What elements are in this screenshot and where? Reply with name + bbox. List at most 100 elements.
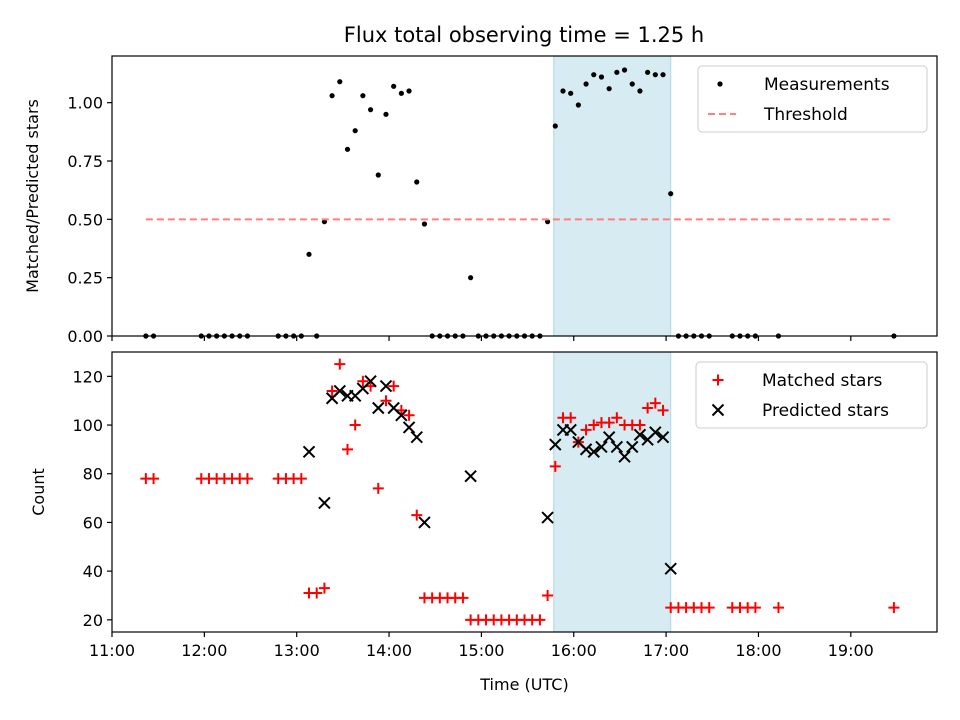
data-point — [668, 191, 674, 197]
data-point — [652, 72, 658, 78]
data-point — [302, 445, 316, 459]
x-tick-label: 14:00 — [366, 641, 412, 660]
data-point — [403, 409, 415, 421]
data-point — [583, 81, 589, 87]
data-point — [611, 412, 623, 424]
data-point — [357, 375, 369, 387]
data-point — [549, 438, 562, 451]
data-point — [457, 592, 469, 604]
legend-box — [695, 361, 928, 429]
data-point — [402, 421, 416, 434]
data-point — [568, 90, 574, 96]
data-point — [421, 221, 428, 227]
data-point — [633, 428, 647, 441]
bottom-panel: 20 40 60 80 100 120 11:00 12:00 13:00 14:00 15:00 1… — [29, 351, 938, 694]
y-tick-label: 0.50 — [67, 210, 103, 229]
data-point — [560, 88, 566, 94]
legend-swatch — [711, 403, 725, 417]
legend-label: Threshold — [763, 105, 848, 125]
y-tick-label: 40 — [83, 562, 103, 581]
data-point — [637, 88, 643, 94]
highlight-span — [553, 55, 672, 337]
data-point — [326, 385, 338, 397]
data-point — [380, 395, 392, 407]
data-point — [642, 402, 654, 414]
x-axis-label: Time (UTC) — [479, 675, 568, 694]
x-tick-label: 17:00 — [643, 641, 689, 660]
data-point — [621, 67, 628, 73]
y-tick-label: 60 — [83, 513, 103, 532]
data-point — [603, 417, 615, 429]
data-point — [367, 107, 374, 113]
series-matched-stars — [140, 358, 900, 626]
data-point — [360, 93, 366, 99]
data-point — [565, 412, 577, 424]
y-tick-label: 100 — [72, 416, 103, 435]
x-tick-label: 15:00 — [458, 641, 504, 660]
data-point — [534, 614, 546, 626]
data-point — [311, 587, 323, 599]
data-point — [391, 83, 397, 89]
data-point — [352, 128, 358, 134]
legend-box — [697, 65, 928, 133]
data-point — [544, 219, 551, 225]
series-predicted-stars — [302, 375, 677, 575]
data-point — [241, 473, 253, 485]
data-point — [703, 602, 715, 614]
y-axis-label: Matched/Predicted stars — [23, 99, 42, 293]
data-point — [772, 602, 784, 614]
data-point — [575, 102, 581, 108]
data-point — [379, 379, 393, 393]
x-tick-label: 18:00 — [735, 641, 781, 660]
x-tick-label: 12:00 — [181, 641, 227, 660]
y-tick-label: 20 — [83, 611, 103, 630]
plot-frame — [111, 55, 938, 337]
data-point — [634, 419, 646, 431]
y-tick-label: 0.75 — [67, 152, 103, 171]
data-point — [614, 69, 620, 75]
data-point — [588, 419, 600, 431]
data-point — [549, 460, 561, 472]
data-point — [383, 111, 389, 117]
data-point — [395, 409, 408, 422]
top-panel: 0.00 0.25 0.50 0.75 1.00 Matched/Predicted st… — [23, 55, 938, 346]
data-point — [364, 375, 377, 388]
plot-frame — [111, 351, 938, 633]
data-point — [148, 473, 160, 485]
y-tick-label: 0.25 — [67, 269, 103, 288]
data-point — [406, 88, 412, 94]
data-point — [606, 86, 612, 92]
data-point — [888, 602, 900, 614]
data-point — [541, 511, 554, 524]
y-axis-label: Count — [29, 468, 48, 516]
y-tick-label: 120 — [72, 367, 103, 386]
data-point — [645, 69, 651, 75]
data-point — [418, 516, 431, 529]
legend-swatch — [712, 374, 724, 386]
x-tick-label: 19:00 — [828, 641, 874, 660]
data-point — [542, 589, 554, 601]
legend: Matched stars Predicted stars — [695, 361, 928, 429]
legend-label: Matched stars — [762, 371, 882, 391]
x-tick-label: 16:00 — [551, 641, 597, 660]
data-point — [334, 358, 346, 370]
data-point — [664, 562, 677, 575]
data-point — [398, 90, 404, 96]
legend-label: Measurements — [764, 75, 890, 95]
legend-swatch — [717, 81, 723, 87]
data-point — [464, 469, 477, 483]
data-point — [375, 172, 381, 178]
x-tick-label: 11:00 — [89, 641, 135, 660]
data-point — [595, 440, 608, 454]
highlight-span — [553, 351, 672, 633]
data-point — [626, 440, 639, 454]
data-point — [341, 443, 353, 455]
data-point — [372, 482, 384, 494]
legend: Measurements Threshold — [697, 65, 928, 133]
chart-title: Flux total observing time = 1.25 h — [344, 23, 704, 47]
y-tick-label: 80 — [83, 465, 103, 484]
data-point — [656, 431, 670, 444]
data-point — [344, 146, 351, 152]
data-point — [321, 219, 328, 225]
